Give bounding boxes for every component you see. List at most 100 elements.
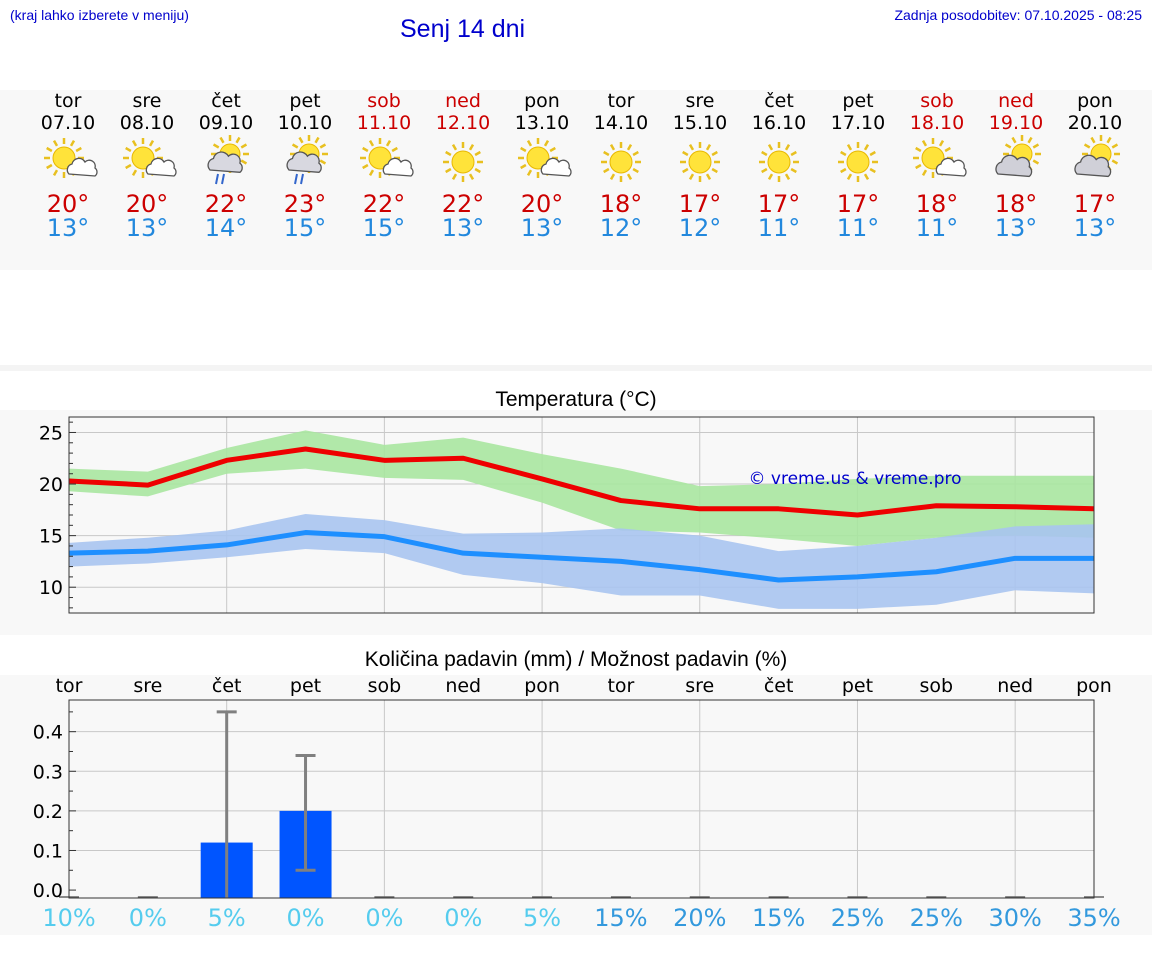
sun-cloud-rain-icon	[286, 135, 328, 185]
sun-icon	[759, 142, 799, 182]
day-column: ned 12.10 22° 13°	[423, 90, 503, 242]
day-name: pon	[524, 90, 560, 112]
precip-chance: 30%	[988, 904, 1041, 932]
precip-error-bar	[295, 753, 316, 872]
day-date: 09.10	[198, 112, 254, 134]
sun-icon	[443, 142, 483, 182]
day-date: 19.10	[988, 112, 1044, 134]
day-column: pon 13.10 20° 13°	[502, 90, 582, 242]
last-update: Zadnja posodobitev: 07.10.2025 - 08:25	[894, 7, 1142, 23]
precip-chance: 20%	[673, 904, 726, 932]
day-date: 13.10	[514, 112, 570, 134]
day-label: tor	[56, 675, 83, 697]
y-tick-label: 0.0	[33, 880, 63, 902]
day-name: tor	[54, 90, 82, 112]
watermark: © vreme.us & vreme.pro	[748, 469, 961, 489]
day-column: pet 10.10 23° 15°	[265, 90, 345, 242]
day-date: 20.10	[1067, 112, 1123, 134]
day-date: 12.10	[435, 112, 491, 134]
day-column: čet 16.10 17° 11°	[739, 90, 819, 242]
day-name: pet	[289, 90, 321, 112]
min-temp: 13°	[1073, 214, 1117, 242]
max-temp: 17°	[757, 190, 801, 218]
sun-cloud-rain-icon	[207, 135, 249, 185]
min-temp: 12°	[599, 214, 643, 242]
day-label: pon	[1076, 675, 1112, 697]
max-temp: 18°	[599, 190, 643, 218]
precip-chance: 0%	[286, 904, 324, 932]
divider	[0, 365, 1152, 371]
cloud-sun-icon	[995, 135, 1041, 178]
y-tick-label: 0.1	[33, 840, 63, 862]
page-title: Senj 14 dni	[400, 15, 526, 43]
day-column: pon 20.10 17° 13°	[1055, 90, 1135, 242]
y-tick-label: 10	[39, 577, 63, 599]
sun-icon	[680, 142, 720, 182]
y-tick-label: 0.2	[33, 801, 63, 823]
day-name: sob	[367, 90, 401, 112]
precip-chance: 15%	[594, 904, 647, 932]
y-tick-label: 15	[39, 526, 63, 548]
min-temp: 14°	[204, 214, 248, 242]
precipitation-chart-title: Količina padavin (mm) / Možnost padavin …	[364, 648, 788, 671]
min-temp-line	[68, 530, 1094, 583]
day-label: sre	[685, 675, 714, 697]
day-name: sre	[132, 90, 162, 112]
max-temp: 23°	[283, 190, 327, 218]
temperature-chart-title: Temperatura (°C)	[495, 388, 657, 411]
precip-error-bar	[216, 710, 237, 898]
day-name: pet	[842, 90, 874, 112]
sun-cloud-icon	[44, 138, 98, 178]
day-column: sre 08.10 20° 13°	[107, 90, 187, 242]
day-column: sob 11.10 22° 15°	[344, 90, 424, 242]
day-label: čet	[212, 675, 242, 697]
sun-cloud-icon	[518, 138, 572, 178]
precip-chance: 5%	[208, 904, 246, 932]
precip-chance: 0%	[365, 904, 403, 932]
day-label: čet	[764, 675, 794, 697]
day-date: 14.10	[593, 112, 649, 134]
day-column: tor 14.10 18° 12°	[581, 90, 661, 242]
plot-border	[68, 699, 1095, 899]
max-temp: 20°	[520, 190, 564, 218]
min-temp: 11°	[836, 214, 880, 242]
precip-chance: 25%	[910, 904, 963, 932]
day-date: 10.10	[277, 112, 333, 134]
temperature-chart: 10 15 20 25 © vreme.us & vreme.pro	[39, 416, 1095, 614]
max-temp: 18°	[994, 190, 1038, 218]
day-label: sob	[920, 675, 954, 697]
max-temp: 18°	[915, 190, 959, 218]
day-column: ned 19.10 18° 13°	[976, 90, 1056, 242]
max-temp-line	[68, 446, 1095, 518]
min-temp: 11°	[915, 214, 959, 242]
day-date: 16.10	[751, 112, 807, 134]
min-temp: 12°	[678, 214, 722, 242]
day-column: tor 07.10 20° 13°	[28, 90, 108, 242]
max-temp: 22°	[204, 190, 248, 218]
sun-icon	[601, 142, 641, 182]
day-label: pet	[842, 675, 873, 697]
day-label: tor	[607, 675, 634, 697]
day-column: sob 18.10 18° 11°	[897, 90, 977, 242]
day-label: ned	[445, 675, 481, 697]
day-label: sre	[133, 675, 162, 697]
day-date: 08.10	[119, 112, 175, 134]
day-column: čet 09.10 22° 14°	[186, 90, 266, 242]
precip-chance: 10%	[42, 904, 95, 932]
day-name: ned	[998, 90, 1034, 112]
day-name: sre	[685, 90, 715, 112]
day-date: 11.10	[356, 112, 412, 134]
day-date: 15.10	[672, 112, 728, 134]
location-hint: (kraj lahko izberete v meniju)	[10, 7, 189, 23]
max-temp: 17°	[678, 190, 722, 218]
max-temp: 20°	[46, 190, 90, 218]
max-temp: 20°	[125, 190, 169, 218]
day-label: ned	[997, 675, 1033, 697]
sun-cloud-icon	[913, 138, 967, 178]
y-tick-label: 0.4	[33, 722, 63, 744]
day-column: sre 15.10 17° 12°	[660, 90, 740, 242]
min-temp: 13°	[994, 214, 1038, 242]
day-date: 18.10	[909, 112, 965, 134]
cloud-sun-icon	[1074, 135, 1120, 178]
max-temp: 17°	[836, 190, 880, 218]
